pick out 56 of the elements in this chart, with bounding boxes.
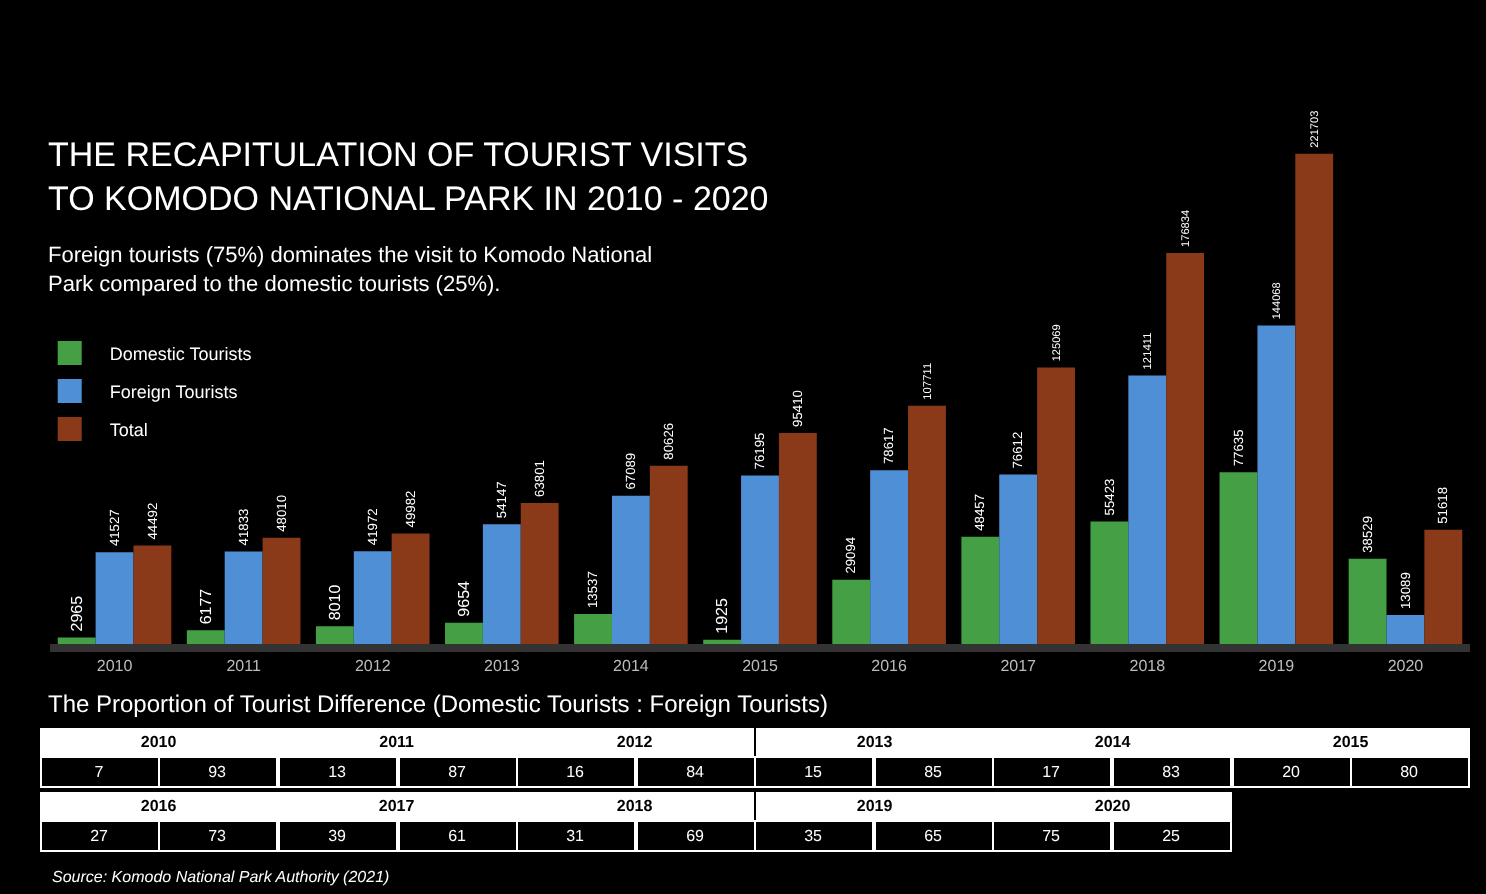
legend-label: Total xyxy=(109,420,148,441)
text: 85 xyxy=(924,763,944,781)
text: 16 xyxy=(566,763,586,781)
data-label: 8010 xyxy=(325,583,344,621)
text: 31 xyxy=(566,827,586,845)
category-label: 2010 xyxy=(140,733,177,751)
x-tick-label: 2011 xyxy=(226,657,262,676)
x-tick-label: 2012 xyxy=(354,657,392,676)
data-label: 9654 xyxy=(454,579,473,617)
x-tick-label: 2010 xyxy=(96,657,134,676)
category-label: 2020 xyxy=(1094,797,1131,815)
category-label: 2019 xyxy=(856,797,893,815)
chart-title: THE RECAPITULATION OF TOURIST VISITS TO KOMODO NATIONAL PARK IN 2010 - 2020 xyxy=(48,136,769,219)
category-label: 2012 xyxy=(616,733,653,751)
text: Foreign tourists (75%) dominates the visit to Komodo National Park compared to the domestic tourists (25%). xyxy=(48,244,653,297)
text: 69 xyxy=(686,827,706,845)
text: 17 xyxy=(1042,763,1062,781)
x-tick-label: 2015 xyxy=(742,657,779,676)
x-tick-label: 2020 xyxy=(1387,657,1425,676)
text: 93 xyxy=(208,763,228,781)
text: 84 xyxy=(686,763,706,781)
x-tick-label: 2017 xyxy=(1000,657,1038,676)
text: 13 xyxy=(328,763,348,781)
data-label: 6177 xyxy=(196,587,215,625)
text: 83 xyxy=(1162,763,1182,781)
text: The Proportion of Tourist Difference (Domestic Tourists : Foreign Tourists) xyxy=(48,690,828,718)
text: 75 xyxy=(1042,827,1062,845)
source-note: Source: Komodo National Park Authority (2021) xyxy=(52,868,391,886)
text: 87 xyxy=(448,763,468,781)
category-label: 2016 xyxy=(140,797,177,815)
data-label: 2965 xyxy=(67,594,86,632)
legend-label: Foreign Tourists xyxy=(109,382,239,403)
legend-label: Domestic Tourists xyxy=(109,344,253,365)
x-tick-label: 2014 xyxy=(613,657,650,676)
text: 65 xyxy=(924,827,944,845)
category-label: 2014 xyxy=(1094,733,1131,751)
text: 80 xyxy=(1400,763,1420,781)
text: 35 xyxy=(804,827,824,845)
text: 61 xyxy=(448,827,468,845)
text: 25 xyxy=(1162,827,1182,845)
text: 15 xyxy=(804,763,824,781)
category-label: 2017 xyxy=(378,797,415,815)
text: 39 xyxy=(328,827,348,845)
data-label: 1925 xyxy=(713,597,732,634)
category-label: 2015 xyxy=(1332,733,1369,751)
text: 27 xyxy=(90,827,110,845)
x-tick-label: 2019 xyxy=(1258,657,1296,676)
category-label: 2013 xyxy=(856,733,893,751)
text: 73 xyxy=(208,827,228,845)
category-label: 2011 xyxy=(379,733,414,751)
category-label: 2018 xyxy=(616,797,653,815)
x-tick-label: 2016 xyxy=(871,657,908,676)
text: 7 xyxy=(94,763,105,781)
x-tick-label: 2018 xyxy=(1129,657,1167,676)
x-tick-label: 2013 xyxy=(484,657,521,676)
text: 20 xyxy=(1282,763,1302,781)
